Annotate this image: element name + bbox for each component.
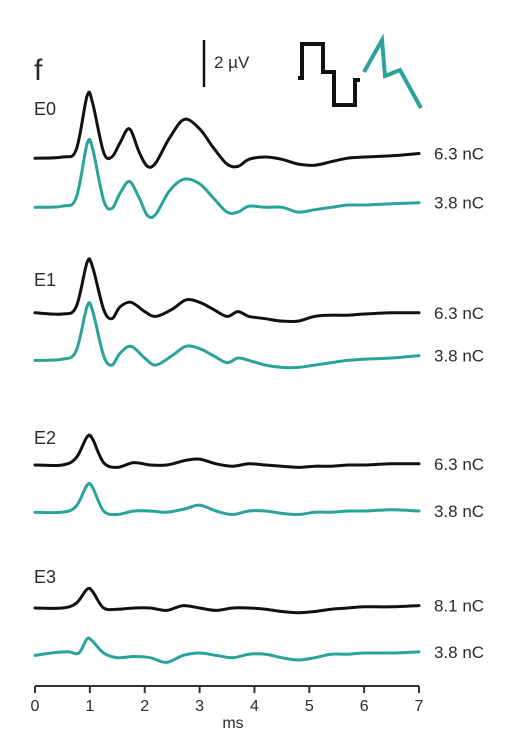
charge-label: 6.3 nC	[434, 145, 484, 164]
x-tick-label: 1	[85, 698, 94, 715]
charge-label: 3.8 nC	[434, 194, 484, 213]
teal-trace-line	[33, 301, 421, 370]
electrode-group-e2: E2 6.3 nC 3.8 nC	[33, 428, 484, 521]
charge-label: 6.3 nC	[434, 304, 484, 323]
x-axis-label: ms	[222, 715, 243, 732]
x-tick-label: 3	[195, 698, 204, 715]
scale-bar: 2 µV	[202, 40, 250, 87]
x-tick-label: 6	[360, 698, 369, 715]
teal-trace-line	[33, 481, 421, 517]
charge-label: 3.8 nC	[434, 643, 484, 662]
x-tick-label: 2	[140, 698, 149, 715]
black-trace-line	[33, 90, 421, 169]
charge-label: 8.1 nC	[434, 597, 484, 616]
x-ticks: 0 1 2 3 4 5 6 7	[31, 686, 424, 715]
electrode-label: E1	[34, 270, 56, 290]
x-axis: 0 1 2 3 4 5 6 7 ms	[31, 685, 424, 732]
electrode-label: E2	[34, 428, 56, 448]
electrode-group-e0: E0 6.3 nC 3.8 nC	[33, 90, 484, 220]
x-tick-label: 0	[31, 698, 40, 715]
x-tick-label: 4	[250, 698, 259, 715]
x-tick-label: 5	[305, 698, 314, 715]
black-trace-line	[33, 257, 421, 323]
biphasic-square-pulse-icon	[298, 42, 360, 107]
charge-label: 3.8 nC	[434, 502, 484, 521]
black-trace-line	[33, 433, 421, 469]
electrode-label: E3	[34, 567, 56, 587]
electrode-group-e1: E1 6.3 nC 3.8 nC	[33, 257, 484, 370]
panel-letter: f	[34, 54, 43, 87]
teal-trace-line	[33, 137, 421, 220]
teal-trace-line	[33, 636, 421, 664]
black-trace-line	[33, 586, 421, 615]
electrode-group-e3: E3 8.1 nC 3.8 nC	[33, 567, 484, 664]
x-tick-label: 7	[415, 698, 424, 715]
sawtooth-pulse-icon	[362, 33, 423, 109]
scale-bar-label: 2 µV	[214, 53, 250, 72]
trace-plot: E0 6.3 nC 3.8 nC E1 6.3 nC 3.8 nC E2 6.3 nC 3.8 …	[33, 90, 484, 664]
charge-label: 3.8 nC	[434, 347, 484, 366]
charge-label: 6.3 nC	[434, 455, 484, 474]
electrode-label: E0	[34, 99, 56, 119]
